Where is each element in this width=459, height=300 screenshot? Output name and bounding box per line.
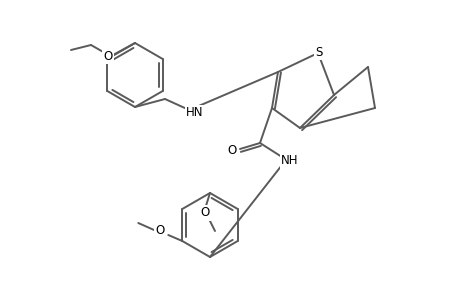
Text: HN: HN (186, 106, 203, 119)
Text: O: O (155, 224, 165, 238)
Text: O: O (103, 50, 112, 62)
Text: O: O (200, 206, 209, 220)
Text: S: S (314, 46, 322, 59)
Text: O: O (227, 145, 236, 158)
Text: NH: NH (280, 154, 298, 167)
